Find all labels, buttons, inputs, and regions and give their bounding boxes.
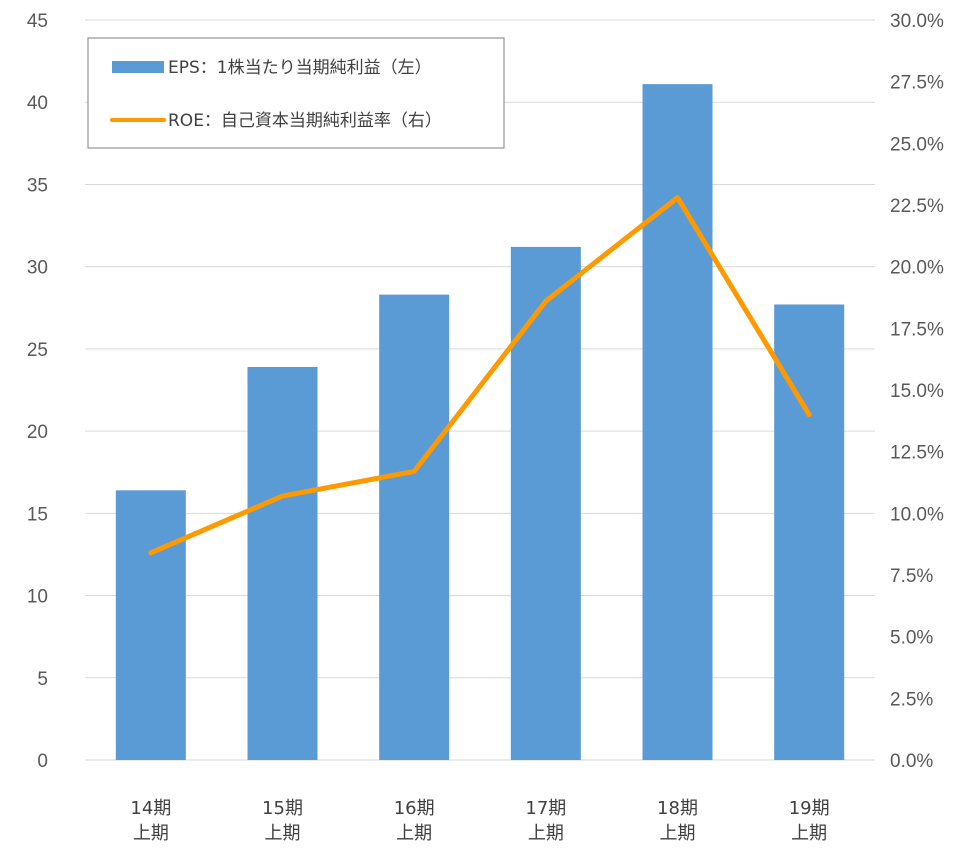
roe-point: [677, 197, 678, 199]
left-axis-ticks: 0 5 10 15 20 25 30 35 40 45: [27, 11, 48, 772]
roe-point: [808, 414, 810, 416]
right-axis-tick-label: 12.5%: [890, 443, 944, 464]
left-axis-tick-label: 0: [37, 751, 48, 772]
right-axis-tick-label: 20.0%: [890, 258, 944, 279]
left-axis-tick-label: 45: [27, 11, 48, 32]
roe-point: [282, 495, 283, 497]
roe-line-series: [148, 195, 812, 556]
eps-bar: [510, 246, 581, 760]
left-axis-tick-label: 25: [27, 340, 48, 361]
left-axis-tick-label: 35: [27, 175, 48, 196]
left-axis-tick-label: 5: [37, 669, 48, 690]
left-axis-tick-label: 10: [27, 587, 48, 608]
right-axis-tick-label: 7.5%: [890, 566, 933, 587]
right-axis-tick-label: 10.0%: [890, 504, 944, 525]
right-axis-tick-label: 30.0%: [890, 11, 944, 32]
eps-bars: [115, 84, 845, 761]
legend-swatch-eps: [112, 61, 164, 73]
right-axis-tick-label: 5.0%: [890, 628, 933, 649]
right-axis-tick-label: 22.5%: [890, 196, 944, 217]
right-axis-tick-label: 2.5%: [890, 689, 933, 710]
eps-bar: [379, 294, 450, 760]
legend-box: [87, 37, 505, 149]
right-axis-tick-label: 15.0%: [890, 381, 944, 402]
roe-point: [413, 470, 415, 472]
left-axis-tick-label: 40: [27, 93, 48, 114]
left-axis-tick-label: 30: [27, 258, 48, 279]
legend-label-roe: ROE：自己資本当期純利益率（右）: [168, 111, 442, 131]
right-axis-tick-label: 0.0%: [890, 751, 933, 772]
left-axis-tick-label: 20: [27, 422, 48, 443]
eps-bar: [115, 490, 186, 760]
roe-line: [148, 195, 812, 556]
category-labels: 14期上期 15期上期 16期上期 17期上期 18期上期 19期上期: [130, 798, 829, 844]
category-label: 19期上期: [789, 798, 830, 844]
category-label: 16期上期: [394, 798, 435, 844]
eps-bar: [642, 84, 713, 761]
eps-bar: [247, 366, 318, 760]
right-axis-tick-label: 27.5%: [890, 73, 944, 94]
category-label: 14期上期: [130, 798, 171, 844]
roe-point: [150, 552, 152, 554]
category-label: 18期上期: [657, 798, 698, 844]
category-label: 15期上期: [262, 798, 303, 844]
legend: EPS：1株当たり当期純利益（左） ROE：自己資本当期純利益率（右）: [87, 37, 505, 149]
right-axis-tick-label: 25.0%: [890, 134, 944, 155]
right-axis-ticks: 0.0% 2.5% 5.0% 7.5% 10.0% 12.5% 15.0% 17.5% 20.0…: [890, 11, 944, 772]
left-axis-tick-label: 15: [27, 504, 48, 525]
category-label: 17期上期: [525, 798, 566, 844]
legend-label-eps: EPS：1株当たり当期純利益（左）: [168, 58, 432, 78]
right-axis-tick-label: 17.5%: [890, 319, 944, 340]
roe-point: [545, 300, 547, 302]
